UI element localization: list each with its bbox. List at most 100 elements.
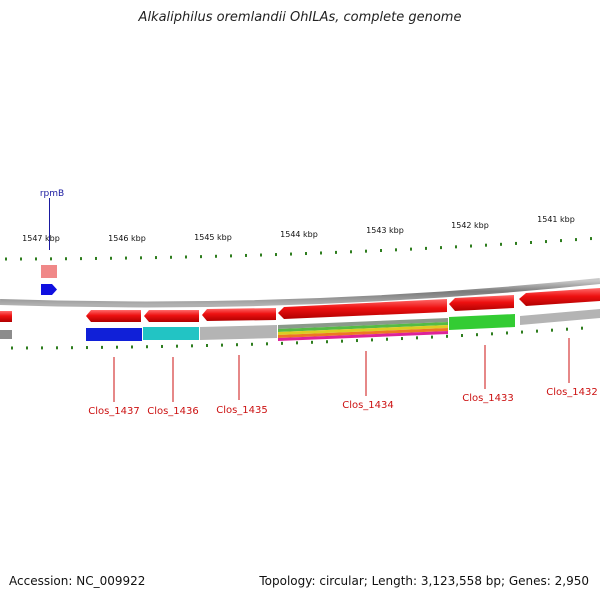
kbp-ruler-labels: 1547 kbp 1546 kbp 1545 kbp 1544 kbp 1543 kbp…	[22, 215, 575, 243]
cog-block-clos-1437	[86, 328, 142, 341]
lower-backbone	[0, 309, 600, 339]
gene-label-clos-1433[interactable]: Clos_1433	[462, 393, 514, 404]
ruler-tick	[95, 256, 97, 260]
ruler-tick	[536, 329, 538, 333]
ruler-tick	[11, 346, 13, 350]
gene-arrow-clos-1435[interactable]	[202, 308, 276, 321]
kbp-tick-label: 1545 kbp	[194, 233, 232, 242]
kbp-tick-label: 1544 kbp	[280, 230, 318, 239]
ruler-tick	[41, 346, 43, 350]
ruler-tick	[440, 246, 442, 250]
ruler-tick	[71, 346, 73, 350]
ruler-tick	[455, 245, 457, 249]
kbp-tick-label: 1543 kbp	[366, 226, 404, 235]
ruler-tick	[500, 242, 502, 246]
gene-label-clos-1434[interactable]: Clos_1434	[342, 400, 394, 411]
cog-blocks	[86, 314, 515, 341]
cog-stripe-5	[278, 331, 448, 341]
kbp-tick-label: 1547 kbp	[22, 234, 60, 243]
ruler-tick	[461, 334, 463, 338]
ruler-tick	[506, 331, 508, 335]
ruler-tick	[131, 345, 133, 349]
ruler-tick	[266, 342, 268, 346]
ruler-tick	[20, 257, 22, 261]
ruler-tick	[290, 252, 292, 256]
ruler-tick	[206, 343, 208, 347]
gene-arrow-clos-1434[interactable]	[278, 299, 447, 319]
ruler-tick	[545, 240, 547, 244]
ruler-tick	[110, 256, 112, 260]
accession-text: Accession: NC_009922	[9, 574, 146, 588]
ruler-tick	[26, 346, 28, 350]
gene-arrow-partial-left[interactable]	[0, 311, 12, 322]
ruler-tick	[275, 253, 277, 257]
rpmb-arrow[interactable]	[41, 284, 57, 295]
ruler-tick	[161, 344, 163, 348]
ruler-tick	[215, 254, 217, 258]
ruler-tick	[476, 333, 478, 337]
ruler-tick	[185, 255, 187, 259]
kbp-tick-label: 1541 kbp	[537, 215, 575, 224]
ruler-tick	[86, 346, 88, 350]
ruler-tick	[65, 257, 67, 261]
ruler-tick	[125, 256, 127, 260]
ruler-tick	[431, 335, 433, 339]
ruler-tick	[251, 342, 253, 346]
ruler-tick	[575, 238, 577, 242]
ruler-tick	[521, 330, 523, 334]
ruler-tick	[200, 255, 202, 259]
ruler-tick	[5, 257, 7, 261]
ruler-tick	[260, 253, 262, 257]
ruler-tick	[470, 244, 472, 248]
gene-label-clos-1437[interactable]: Clos_1437	[88, 406, 140, 417]
ruler-tick	[50, 257, 52, 261]
ruler-tick	[230, 254, 232, 258]
ruler-tick	[116, 345, 118, 349]
gene-arrow-clos-1433[interactable]	[449, 295, 514, 311]
ruler-tick	[416, 336, 418, 340]
ruler-tick	[590, 237, 592, 241]
ruler-tick	[170, 255, 172, 259]
kbp-tick-label: 1542 kbp	[451, 221, 489, 230]
cog-block-clos-1436	[143, 327, 199, 340]
ruler-tick	[140, 256, 142, 260]
gene-arrow-clos-1437[interactable]	[86, 310, 141, 322]
kbp-ruler	[5, 237, 592, 261]
rpmb-gene[interactable]: rpmB	[40, 189, 64, 295]
gene-arrow-clos-1436[interactable]	[144, 310, 199, 322]
ruler-tick	[335, 250, 337, 254]
ruler-tick	[356, 339, 358, 343]
ruler-tick	[296, 341, 298, 345]
gene-label-clos-1436[interactable]: Clos_1436	[147, 406, 199, 417]
ruler-tick	[236, 343, 238, 347]
gene-label-clos-1432[interactable]: Clos_1432	[546, 387, 598, 398]
ruler-tick	[581, 326, 583, 330]
ruler-tick	[371, 338, 373, 342]
ruler-tick	[551, 328, 553, 332]
ruler-tick	[320, 251, 322, 255]
ruler-tick	[281, 341, 283, 345]
ruler-tick	[491, 332, 493, 336]
ruler-tick	[221, 343, 223, 347]
ruler-tick	[395, 248, 397, 252]
rpmb-label: rpmB	[40, 189, 64, 199]
gene-label-clos-1435[interactable]: Clos_1435	[216, 405, 268, 416]
ruler-tick	[386, 337, 388, 341]
ruler-tick	[191, 344, 193, 348]
lower-tick-row	[11, 326, 583, 350]
cog-stripe-2	[278, 322, 448, 332]
cog-stripe-4	[278, 328, 448, 338]
ruler-tick	[305, 252, 307, 256]
ruler-tick	[155, 256, 157, 260]
ruler-tick	[35, 257, 37, 261]
ruler-tick	[176, 344, 178, 348]
ruler-tick	[56, 346, 58, 350]
ruler-tick	[485, 243, 487, 247]
cog-block-clos-1433	[449, 314, 515, 330]
ruler-tick	[101, 345, 103, 349]
cog-stripe-1	[278, 318, 448, 329]
gene-arrow-clos-1432[interactable]	[519, 288, 600, 306]
gene-leader-lines	[113, 338, 570, 402]
